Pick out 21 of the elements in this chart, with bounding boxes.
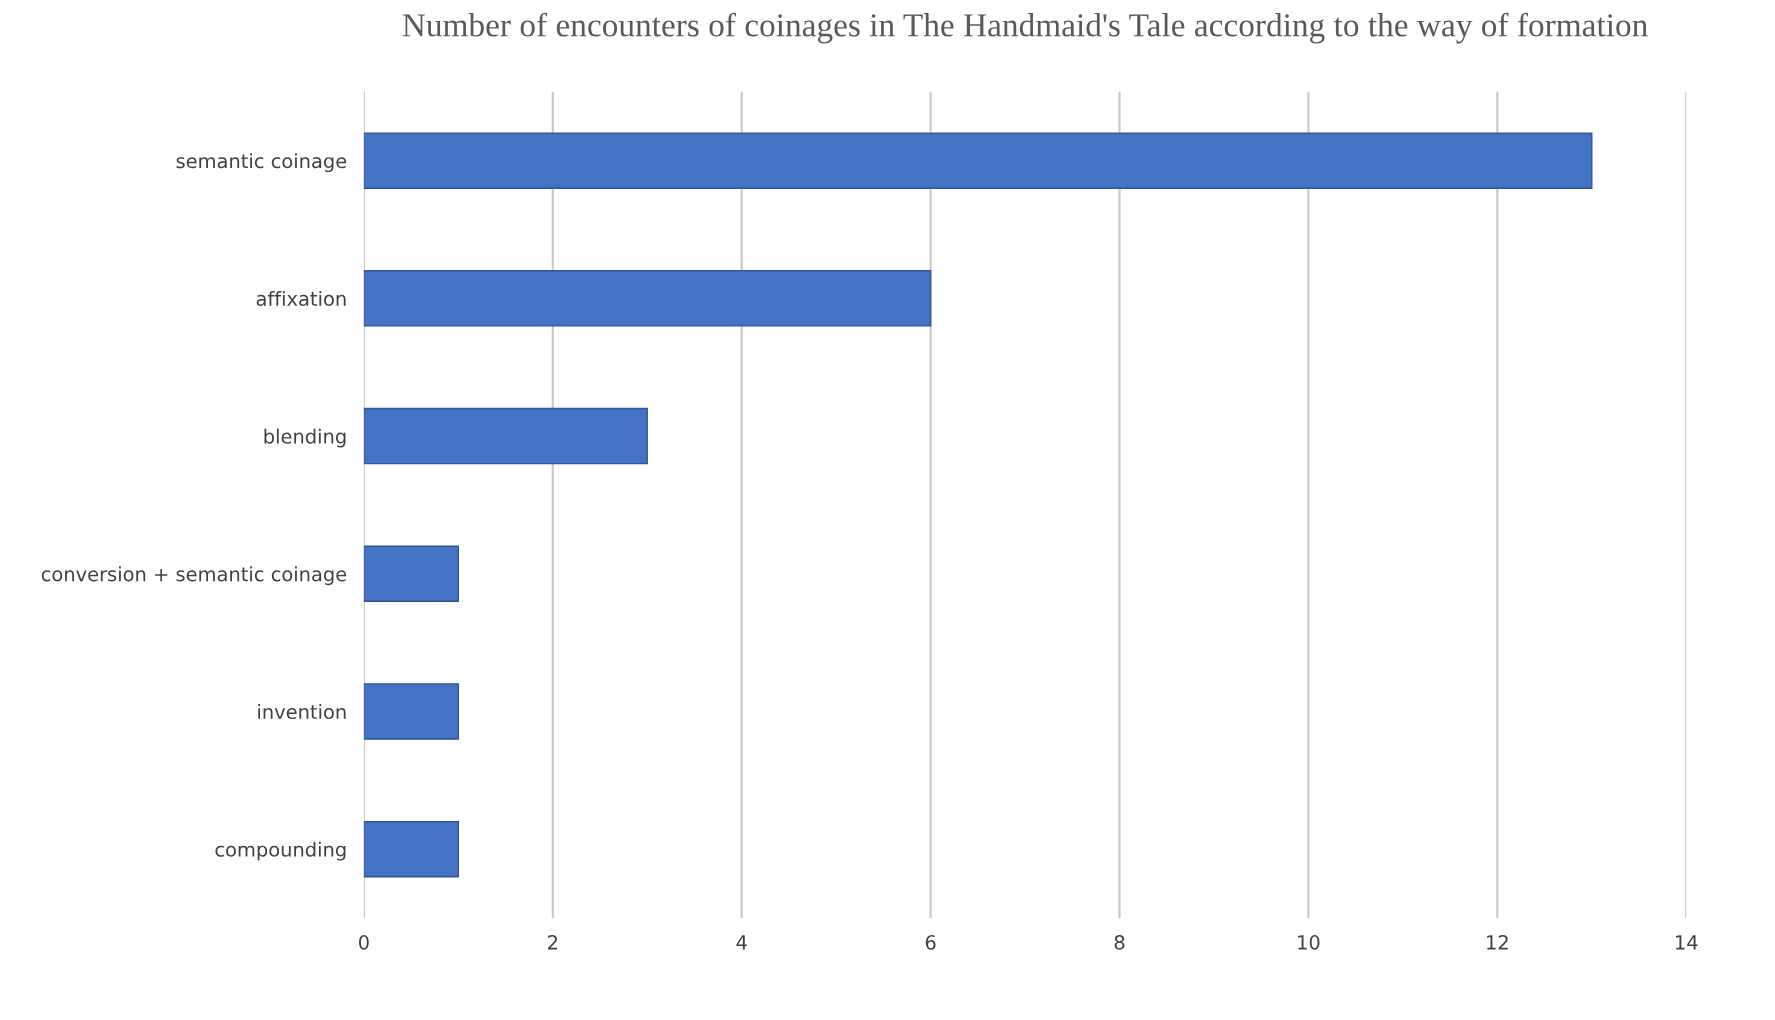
y-tick-label: affixation [256,290,346,307]
y-tick-label: invention [258,704,346,720]
y-tick-label: conversion + semantic coinage [41,566,347,586]
x-tick-label: 6 [925,935,936,950]
x-tick-label: 2 [548,935,558,950]
x-tick-label: 4 [736,935,747,950]
bar [363,683,460,740]
bar [363,407,648,465]
bar [363,132,1593,189]
bar [363,545,460,602]
y-tick-label: semantic coinage [176,153,347,173]
y-tick-label: blending [264,428,346,448]
x-tick-label: 12 [1487,935,1508,950]
bar [363,270,932,327]
bar [363,820,460,878]
x-tick-label: 0 [358,935,369,950]
x-tick-label: 14 [1676,935,1698,950]
chart-title: Number of encounters of coinages in The Handmaid's Tale according to the way of formation [402,12,1648,44]
x-tick-label: 8 [1114,935,1125,950]
x-tick-label: 10 [1298,935,1320,950]
y-tick-label: compounding [215,841,346,861]
